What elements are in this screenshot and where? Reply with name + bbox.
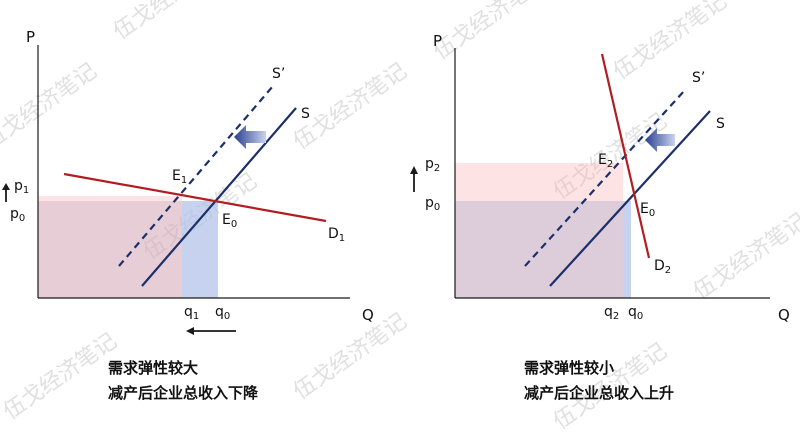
price-old-sub: 0 (19, 213, 25, 224)
supply-shifted-label: S’ (272, 66, 285, 82)
equilibrium-new-main: E (598, 152, 607, 168)
qty-new-sub: 2 (613, 311, 619, 322)
demand-label: D2 (654, 258, 671, 276)
equilibrium-new-main: E (172, 168, 181, 184)
equilibrium-old-label: E0 (640, 201, 655, 219)
x-axis-label: Q (778, 306, 790, 324)
equilibrium-new-label: E1 (172, 168, 187, 186)
price-up-arrow-icon (2, 183, 10, 202)
lost-revenue-area (623, 201, 631, 298)
watermark: 伍戈经济笔记 (0, 329, 122, 425)
qty-new-label: q2 (604, 304, 619, 322)
y-axis-label: P (433, 32, 442, 50)
watermark: 伍戈经济笔记 (609, 0, 731, 85)
equilibrium-new-label: E2 (598, 152, 613, 170)
qty-old-sub: 0 (224, 311, 230, 322)
watermark: 伍戈经济笔记 (429, 0, 551, 65)
qty-old-sub: 0 (637, 311, 643, 322)
supply-curve-shifted (524, 89, 686, 267)
equilibrium-old-sub: 0 (649, 208, 655, 219)
qty-new-main: q (184, 304, 193, 320)
lost-revenue-area (182, 201, 218, 298)
equilibrium-old-main: E (222, 212, 231, 228)
qty-left-arrow-icon (186, 327, 236, 335)
price-old-sub: 0 (434, 202, 440, 213)
demand-label-sub: 1 (339, 233, 345, 244)
price-new-sub: 2 (434, 163, 440, 174)
caption-line-1: 需求弹性较小 (524, 359, 614, 377)
equilibrium-new-sub: 1 (181, 175, 187, 186)
revenue-area-before (455, 201, 631, 298)
equilibrium-old-label: E0 (222, 212, 237, 230)
demand-label-main: D (328, 226, 339, 242)
qty-old-main: q (215, 304, 224, 320)
price-new-sub: 1 (23, 185, 29, 196)
qty-new-label: q1 (184, 304, 199, 322)
price-old-label: p0 (10, 206, 25, 224)
demand-curve (63, 172, 327, 223)
supply-shifted-label: S’ (692, 70, 705, 86)
demand-label: D1 (328, 226, 345, 244)
price-new-main: p (425, 156, 434, 172)
panel-inelastic: P Q S’ S D2 E2 E0 p2 p0 q2 q0 需求弹性较小 减产后… (410, 32, 790, 402)
price-up-arrow-icon (410, 166, 418, 192)
equilibrium-old-sub: 0 (231, 219, 237, 230)
price-old-label: p0 (425, 195, 440, 213)
supply-curve (549, 110, 711, 287)
supply-label: S (716, 116, 725, 132)
qty-old-label: q0 (628, 304, 643, 322)
supply-shift-arrow-icon (645, 128, 675, 152)
watermark: 伍戈经济笔记 (0, 59, 102, 155)
watermark: 伍戈经济笔记 (689, 209, 800, 305)
equilibrium-new-sub: 2 (607, 159, 613, 170)
y-axis-label: P (26, 28, 35, 46)
price-new-main: p (14, 178, 23, 194)
caption-line-2: 减产后企业总收入上升 (524, 384, 674, 402)
supply-shift-arrow-icon (234, 125, 266, 149)
price-old-main: p (425, 195, 434, 211)
supply-curve-shifted (118, 85, 274, 267)
qty-new-main: q (604, 304, 613, 320)
price-new-label: p1 (14, 178, 29, 196)
demand-curve (600, 53, 651, 259)
watermark: 伍戈经济笔记 (109, 0, 231, 45)
watermark: 伍戈经济笔记 (289, 309, 411, 405)
caption-line-2: 减产后企业总收入下降 (108, 384, 259, 402)
revenue-area-after (455, 163, 623, 298)
caption-line-1: 需求弹性较大 (108, 359, 198, 377)
revenue-area-after (38, 196, 182, 298)
qty-old-label: q0 (215, 304, 230, 322)
supply-curve (141, 107, 297, 287)
qty-old-main: q (628, 304, 637, 320)
qty-new-sub: 1 (193, 311, 199, 322)
demand-label-sub: 2 (665, 265, 671, 276)
x-axis-label: Q (362, 306, 374, 324)
equilibrium-old-main: E (640, 201, 649, 217)
demand-label-main: D (654, 258, 665, 274)
panel-elastic: P Q S’ S D1 E1 E0 p1 p0 q1 q0 需求弹性较大 减产后… (2, 28, 374, 402)
supply-label: S (301, 106, 310, 122)
price-new-label: p2 (425, 156, 440, 174)
price-old-main: p (10, 206, 19, 222)
